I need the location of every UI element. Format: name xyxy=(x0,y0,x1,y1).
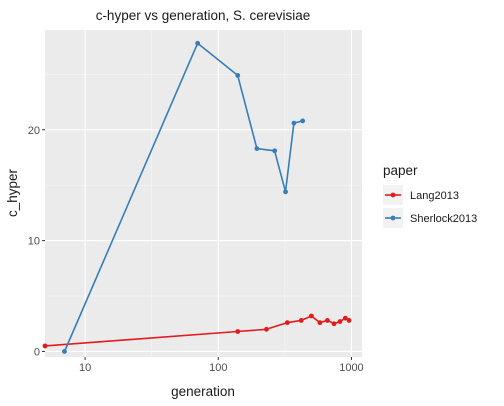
legend-key-point-sherlock2013 xyxy=(390,215,396,221)
data-point-lang2013 xyxy=(264,326,269,332)
legend-label-sherlock2013: Sherlock2013 xyxy=(410,213,477,225)
legend-title: paper xyxy=(383,163,418,178)
legend: paper Lang2013 Sherlock2013 xyxy=(383,163,477,228)
data-point-lang2013 xyxy=(325,318,330,323)
y-axis: 0 10 20 xyxy=(28,125,45,358)
y-tick-label: 20 xyxy=(28,125,40,137)
chart-title: c-hyper vs generation, S. cerevisiae xyxy=(96,8,311,23)
data-point-lang2013 xyxy=(346,318,352,323)
y-axis-label: c_hyper xyxy=(5,168,20,217)
data-point-sherlock2013 xyxy=(62,349,67,354)
legend-label-lang2013: Lang2013 xyxy=(410,190,459,202)
x-axis: 10 100 1000 xyxy=(79,357,364,374)
y-tick-label: 10 xyxy=(28,236,40,248)
data-point-sherlock2013 xyxy=(300,118,306,124)
data-point-lang2013 xyxy=(284,320,290,326)
data-point-lang2013 xyxy=(331,321,337,327)
data-point-lang2013 xyxy=(42,343,48,349)
series-layer xyxy=(42,40,352,354)
grid-minor xyxy=(45,30,362,357)
data-point-sherlock2013 xyxy=(291,120,297,126)
x-tick-label: 1000 xyxy=(339,362,363,374)
series-line-sherlock2013 xyxy=(63,42,303,352)
x-axis-label: generation xyxy=(171,384,235,399)
legend-key-point-lang2013 xyxy=(390,192,396,198)
data-point-lang2013 xyxy=(337,319,343,324)
data-point-sherlock2013 xyxy=(272,148,278,154)
data-point-lang2013 xyxy=(317,320,323,326)
y-tick-label: 0 xyxy=(34,346,40,358)
x-tick-label: 100 xyxy=(209,362,227,374)
data-point-sherlock2013 xyxy=(235,73,241,78)
plot-panel xyxy=(45,30,362,357)
data-point-sherlock2013 xyxy=(254,146,260,152)
data-point-sherlock2013 xyxy=(283,189,288,195)
grid-major xyxy=(45,30,362,357)
data-point-lang2013 xyxy=(308,313,314,319)
data-point-sherlock2013 xyxy=(195,40,201,46)
data-point-lang2013 xyxy=(235,329,241,334)
x-tick-label: 10 xyxy=(79,362,91,374)
data-point-lang2013 xyxy=(342,315,348,321)
data-point-lang2013 xyxy=(298,318,304,323)
